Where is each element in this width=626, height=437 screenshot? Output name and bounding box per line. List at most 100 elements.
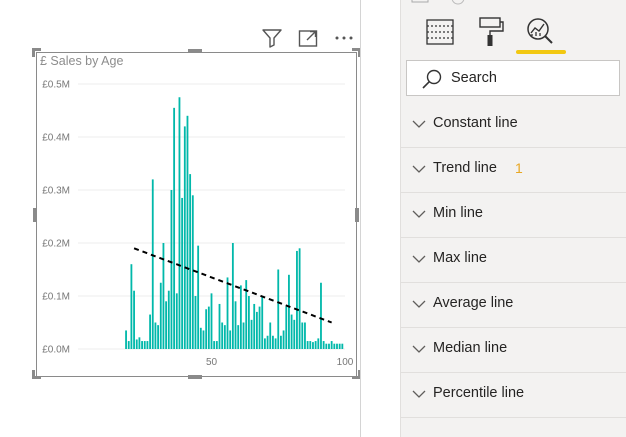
bar (165, 301, 168, 349)
resize-handle[interactable] (188, 375, 202, 379)
resize-handle[interactable] (32, 48, 35, 57)
bar (234, 301, 237, 349)
bar (288, 274, 290, 349)
bar (183, 126, 186, 350)
resize-handle[interactable] (33, 208, 37, 222)
chart-plot: £0.0M £0.1M £0.2M £0.3M £0.4M £0.5M 50 100 (42, 80, 354, 369)
bar (173, 107, 176, 349)
bar (143, 341, 146, 349)
bar (197, 245, 200, 349)
bar (149, 314, 151, 349)
active-tab-indicator (516, 50, 566, 54)
bar (207, 306, 210, 349)
resize-handle[interactable] (32, 376, 41, 379)
bar (293, 319, 296, 349)
chevron-down-icon (412, 345, 426, 353)
bar (336, 343, 338, 349)
focus-mode-icon[interactable] (296, 26, 320, 50)
bar (306, 341, 309, 349)
bar (167, 290, 170, 349)
analytics-icon[interactable] (522, 14, 558, 50)
fields-icon[interactable] (422, 14, 458, 50)
bar (247, 296, 250, 349)
bar (205, 309, 208, 349)
resize-handle[interactable] (352, 48, 361, 51)
bar (202, 330, 205, 349)
bar (191, 195, 194, 349)
bar (175, 293, 178, 349)
y-tick-label: £0.4M (42, 133, 70, 144)
bar (285, 306, 288, 349)
bar (309, 341, 312, 349)
y-tick-label: £0.3M (42, 186, 70, 197)
more-options-icon[interactable] (332, 26, 356, 50)
section-label: Constant line (433, 115, 518, 131)
section-count-badge: 1 (515, 160, 523, 176)
bar (221, 322, 224, 349)
section-median-line[interactable]: Median line (400, 328, 626, 373)
resize-handle[interactable] (188, 49, 202, 53)
chart-visual[interactable] (36, 52, 357, 377)
bar (146, 341, 149, 349)
resize-handle[interactable] (355, 208, 359, 222)
bar (312, 342, 314, 349)
bar (272, 335, 274, 349)
format-paintroller-icon[interactable] (472, 14, 508, 50)
section-label: Trend line (433, 160, 497, 176)
bar (253, 303, 256, 349)
bar (301, 322, 304, 349)
bar (320, 282, 322, 349)
y-tick-label: £0.2M (42, 239, 70, 250)
section-label: Average line (433, 295, 514, 311)
x-tick-label: 100 (337, 357, 354, 368)
section-max-line[interactable]: Max line (400, 238, 626, 283)
section-average-line[interactable]: Average line (400, 283, 626, 328)
resize-handle[interactable] (358, 48, 361, 57)
bar (280, 335, 282, 349)
bar (330, 341, 333, 349)
resize-handle[interactable] (352, 376, 361, 379)
chevron-down-icon (412, 165, 426, 173)
bar (151, 179, 154, 349)
search-icon (422, 69, 442, 89)
chevron-down-icon (412, 300, 426, 308)
bar (290, 314, 293, 349)
search-input[interactable] (451, 67, 611, 89)
trend-line (133, 247, 333, 324)
section-trend-line[interactable]: Trend line 1 (400, 148, 626, 193)
bar (154, 322, 157, 349)
filter-icon[interactable] (260, 26, 284, 50)
chevron-down-icon (412, 120, 426, 128)
bar (314, 341, 317, 349)
resize-handle[interactable] (358, 370, 361, 379)
bar (242, 322, 245, 349)
canvas-gutter (361, 0, 399, 437)
resize-handle[interactable] (32, 370, 35, 379)
bar (250, 319, 253, 349)
bar (223, 325, 226, 349)
bar (296, 250, 298, 349)
bar (181, 197, 184, 349)
bar (135, 339, 138, 349)
resize-handle[interactable] (32, 48, 41, 51)
section-constant-line[interactable]: Constant line (400, 103, 626, 148)
bar (157, 325, 160, 349)
section-min-line[interactable]: Min line (400, 193, 626, 238)
bar (189, 174, 192, 349)
bar (269, 322, 272, 349)
bar (127, 341, 130, 349)
bar (304, 322, 306, 349)
bar (138, 337, 141, 349)
bar (239, 285, 242, 349)
search-box[interactable] (406, 60, 620, 96)
bar (178, 97, 181, 349)
chevron-down-icon (412, 210, 426, 218)
section-label: Percentile line (433, 385, 525, 401)
bar (231, 243, 234, 349)
section-percentile-line[interactable]: Percentile line (400, 373, 626, 418)
bar (333, 343, 336, 349)
bar (258, 306, 261, 349)
chevron-down-icon (412, 255, 426, 263)
section-label: Min line (433, 205, 483, 221)
bar (263, 338, 266, 349)
